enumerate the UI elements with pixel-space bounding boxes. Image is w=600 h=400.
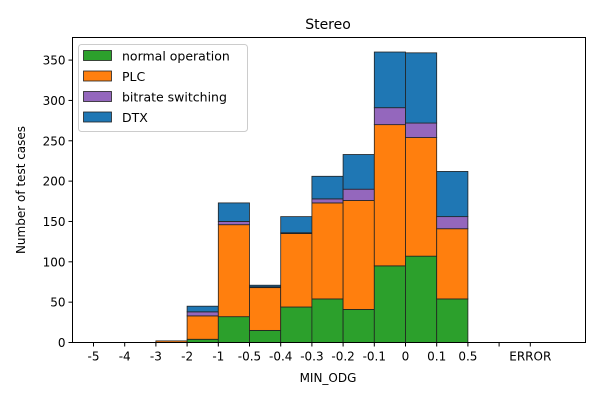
bar-segment-normal-operation-bin-8 [405,255,438,343]
x-tick-label: -0.4 [269,350,292,364]
y-tick-label: 250 [43,134,66,148]
bar-segment-normal-operation-bin-3 [249,329,282,343]
x-axis: -5 -4 -3 -2 -1 -0.5 -0.4 -0.3 -0.2 -0.1 0 0.1 0.5 ERR… [88,342,551,364]
bar-segment-dtx-bin-5 [311,175,344,200]
legend-label: normal operation [122,49,230,64]
bar-segment-normal-operation-bin-9 [436,298,469,343]
bar-segment-dtx-bin-7 [373,51,406,109]
bar-segment-normal-operation-bin-4 [280,306,313,343]
bar-segment-dtx-bin-3 [249,284,282,288]
bar-segment-normal-operation-bin-2 [217,316,250,343]
bar-segment-plc-bin-2 [217,224,250,318]
x-tick-label: ERROR [509,350,551,364]
bar-segment-normal-operation-bin-7 [373,265,406,343]
bar-segment-plc-bin-5 [311,202,344,300]
x-tick-label: 0.1 [427,350,446,364]
bar-segment-dtx-bin-9 [436,171,469,218]
y-tick-label: 0 [58,336,66,350]
y-tick-label: 150 [43,215,66,229]
bar-segment-plc-bin-3 [249,287,282,331]
x-tick-label: -5 [88,350,100,364]
bar-segment-dtx-bin-8 [405,52,438,124]
bar-segment-bitrate-switching-bin-2 [217,221,250,226]
x-tick-label: -4 [119,350,131,364]
y-tick-label: 200 [43,175,66,189]
x-axis-label: MIN_ODG [300,371,357,385]
bar-segment-plc-bin-9 [436,228,469,300]
y-tick-label: 350 [43,54,66,68]
x-tick-label: -0.5 [238,350,261,364]
legend-swatch-plc [83,70,112,82]
x-tick-label: -0.1 [363,350,386,364]
bar-segment-bitrate-switching-bin-9 [436,216,469,230]
y-tick-label: 300 [43,94,66,108]
bar-segment-normal-operation-bin-5 [311,298,344,343]
bar-segment-plc-bin-8 [405,137,438,257]
bar-segment-bitrate-switching-bin-7 [373,107,406,126]
bar-segment-normal-operation-bin-6 [342,309,375,343]
bar-segment-bitrate-switching-bin-6 [342,188,375,201]
bar-segment-dtx-bin-4 [280,216,313,234]
x-tick-label: -0.3 [300,350,323,364]
bar-segment-dtx-bin-1 [186,305,219,313]
y-tick-label: 50 [50,296,65,310]
bar-segment-bitrate-switching-bin-5 [311,198,344,204]
x-tick-label: 0 [402,350,410,364]
y-axis: 0 50 100 150 200 250 300 350 [43,54,73,350]
y-tick-label: 100 [43,255,66,269]
plot-frame [72,37,586,343]
legend-swatch-bitrate-switching [83,91,112,102]
x-tick-label: -0.2 [331,350,354,364]
legend-label: bitrate switching [122,90,227,105]
legend-swatch-dtx [83,111,112,123]
x-tick-label: -3 [150,350,162,364]
bar-segment-bitrate-switching-bin-8 [405,122,438,138]
bar-segment-plc-bin-7 [373,124,406,267]
legend-swatch-normal-operation [83,50,112,61]
y-axis-label: Number of test cases [14,126,28,254]
bar-segment-plc-bin-1 [186,315,219,340]
bar-segment-plc-bin-4 [280,233,313,308]
bar-segment-dtx-bin-2 [217,202,250,222]
legend-label: PLC [122,69,146,84]
bar-segment-plc-bin-6 [342,200,375,310]
chart-title: Stereo [305,17,351,33]
legend-label: DTX [122,110,148,125]
bar-segment-bitrate-switching-bin-1 [186,311,219,317]
x-tick-label: 0.5 [458,350,477,364]
x-tick-label: -2 [181,350,193,364]
bars-layer [155,51,469,343]
bar-segment-dtx-bin-6 [342,154,375,190]
legend-box [78,44,248,132]
x-tick-label: -1 [212,350,224,364]
legend: normal operation PLC bitrate switching DTX [78,44,248,132]
